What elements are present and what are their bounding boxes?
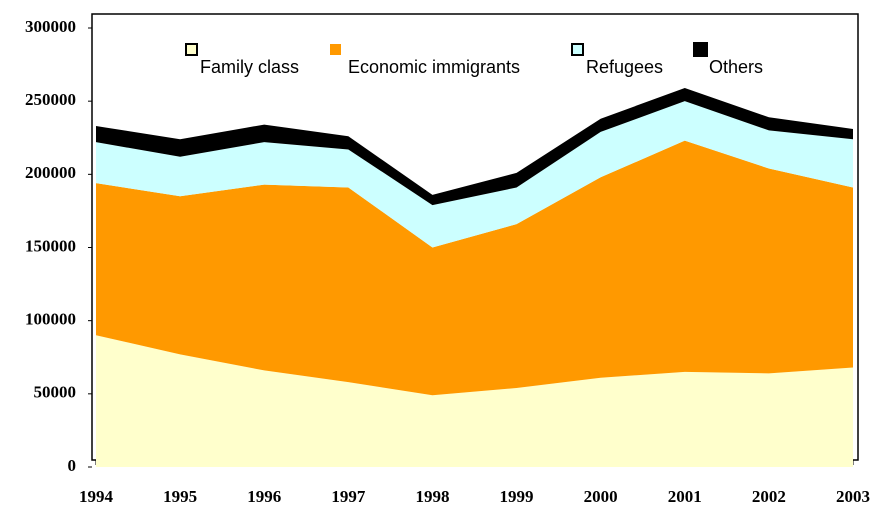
area (96, 101, 853, 248)
y-tick-label: 50000 (34, 383, 77, 402)
x-tick-label: 2002 (752, 487, 786, 506)
x-tick-label: 2000 (584, 487, 618, 506)
area (96, 335, 853, 467)
x-tick-label: 1997 (331, 487, 366, 506)
x-tick-label: 1996 (247, 487, 281, 506)
y-tick-label: 300000 (25, 17, 76, 36)
x-tick-label: 1994 (79, 487, 114, 506)
legend-marker (571, 43, 584, 56)
area (96, 140, 853, 396)
legend-text: Economic immigrants (348, 57, 520, 77)
y-tick-label: 150000 (25, 236, 76, 255)
legend-marker (330, 44, 341, 55)
legend-text: Others (709, 57, 763, 77)
x-tick-label: 1995 (163, 487, 197, 506)
y-tick-label: 100000 (25, 310, 76, 329)
x-tick-label: 2001 (668, 487, 702, 506)
legend-marker (185, 43, 198, 56)
y-tick-label: 200000 (25, 163, 76, 182)
legend-text: Family class (200, 57, 299, 77)
legend-text: Refugees (586, 57, 663, 77)
x-tick-label: 1998 (415, 487, 449, 506)
x-tick-label: 1999 (500, 487, 534, 506)
y-tick-label: 0 (68, 456, 77, 475)
y-tick-label: 250000 (25, 90, 76, 109)
x-tick-label: 2003 (836, 487, 870, 506)
legend-marker (693, 42, 708, 57)
